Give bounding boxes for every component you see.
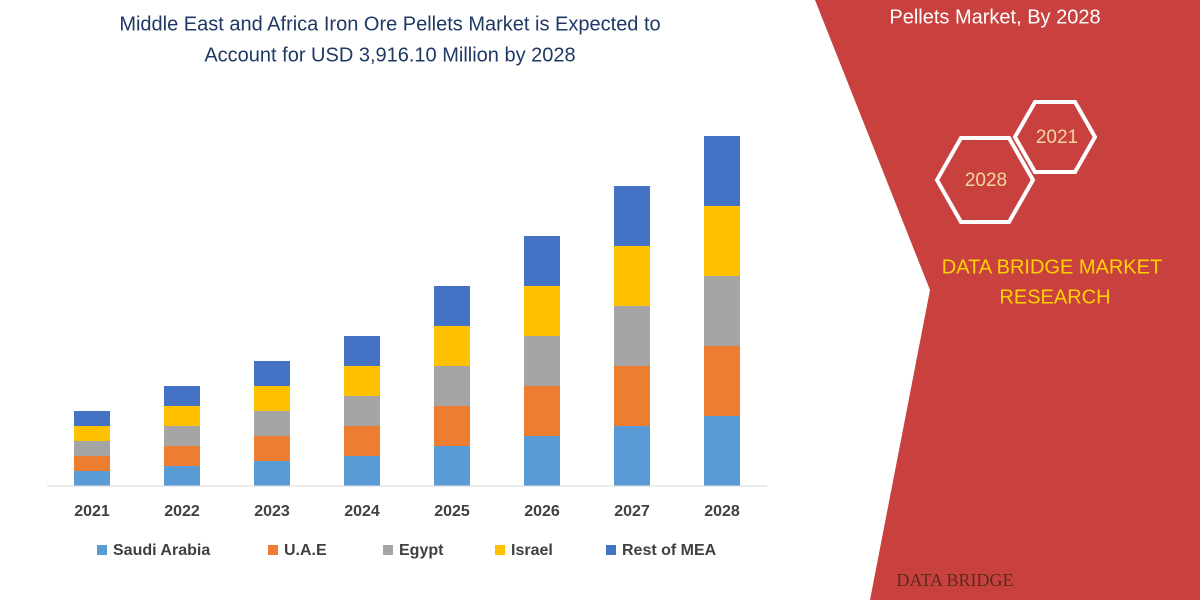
hexagon xyxy=(1012,100,1098,174)
bar-segment xyxy=(254,386,290,411)
bar-segment xyxy=(704,416,740,486)
x-tick-label: 2027 xyxy=(614,503,650,520)
logo-text: DATA BRIDGE xyxy=(896,570,1013,590)
x-tick-label: 2028 xyxy=(704,503,740,520)
bar-segment xyxy=(74,426,110,441)
bar-segment xyxy=(344,456,380,486)
legend-label: Saudi Arabia xyxy=(113,542,210,559)
bar-segment xyxy=(614,426,650,486)
bar-segment xyxy=(614,246,650,306)
chart-title: Account for USD 3,916.10 Million by 2028 xyxy=(204,44,575,66)
bar-segment xyxy=(614,366,650,426)
bar-segment xyxy=(524,336,560,386)
bar-segment xyxy=(254,361,290,386)
bar-segment xyxy=(704,136,740,206)
hexagon xyxy=(934,136,1036,224)
legend-label: U.A.E xyxy=(284,542,327,559)
legend-label: Israel xyxy=(511,542,553,559)
bar-segment xyxy=(434,286,470,326)
bar-segment xyxy=(524,286,560,336)
x-tick-label: 2024 xyxy=(344,503,380,520)
legend-swatch xyxy=(495,545,505,555)
bar-segment xyxy=(524,436,560,486)
bar-segment xyxy=(524,236,560,286)
bar-segment xyxy=(344,396,380,426)
bar-segment xyxy=(434,326,470,366)
legend-swatch xyxy=(606,545,616,555)
x-tick-label: 2026 xyxy=(524,503,560,520)
bar-segment xyxy=(164,446,200,466)
brand-text: RESEARCH xyxy=(999,286,1110,308)
bar-segment xyxy=(614,306,650,366)
legend-swatch xyxy=(383,545,393,555)
bar-segment xyxy=(254,461,290,486)
hexagon-label: 2028 xyxy=(965,170,1007,191)
bar-segment xyxy=(344,366,380,396)
side-panel xyxy=(815,0,1200,600)
bar-segment xyxy=(164,426,200,446)
bar-segment xyxy=(704,276,740,346)
legend-swatch xyxy=(97,545,107,555)
bar-segment xyxy=(704,346,740,416)
bar-segment xyxy=(164,466,200,486)
bar-segment xyxy=(344,426,380,456)
x-tick-label: 2025 xyxy=(434,503,470,520)
legend-label: Rest of MEA xyxy=(622,542,717,559)
bar-segment xyxy=(434,366,470,406)
bar-segment xyxy=(344,336,380,366)
legend-label: Egypt xyxy=(399,542,444,559)
x-tick-label: 2021 xyxy=(74,503,110,520)
bar-segment xyxy=(254,436,290,461)
brand-text: DATA BRIDGE MARKET xyxy=(942,256,1162,278)
x-tick-label: 2022 xyxy=(164,503,200,520)
bar-segment xyxy=(74,471,110,486)
bar-segment xyxy=(74,411,110,426)
x-tick-label: 2023 xyxy=(254,503,290,520)
bar-segment xyxy=(614,186,650,246)
bar-segment xyxy=(74,456,110,471)
bar-segment xyxy=(434,446,470,486)
bar-segment xyxy=(254,411,290,436)
bar-segment xyxy=(164,406,200,426)
bar-segment xyxy=(704,206,740,276)
bar-segment xyxy=(74,441,110,456)
panel-heading: Pellets Market, By 2028 xyxy=(889,6,1100,28)
hexagon-label: 2021 xyxy=(1036,127,1078,148)
chart-title: Middle East and Africa Iron Ore Pellets … xyxy=(119,13,660,35)
bar-segment xyxy=(164,386,200,406)
bar-segment xyxy=(434,406,470,446)
legend-swatch xyxy=(268,545,278,555)
bar-segment xyxy=(524,386,560,436)
